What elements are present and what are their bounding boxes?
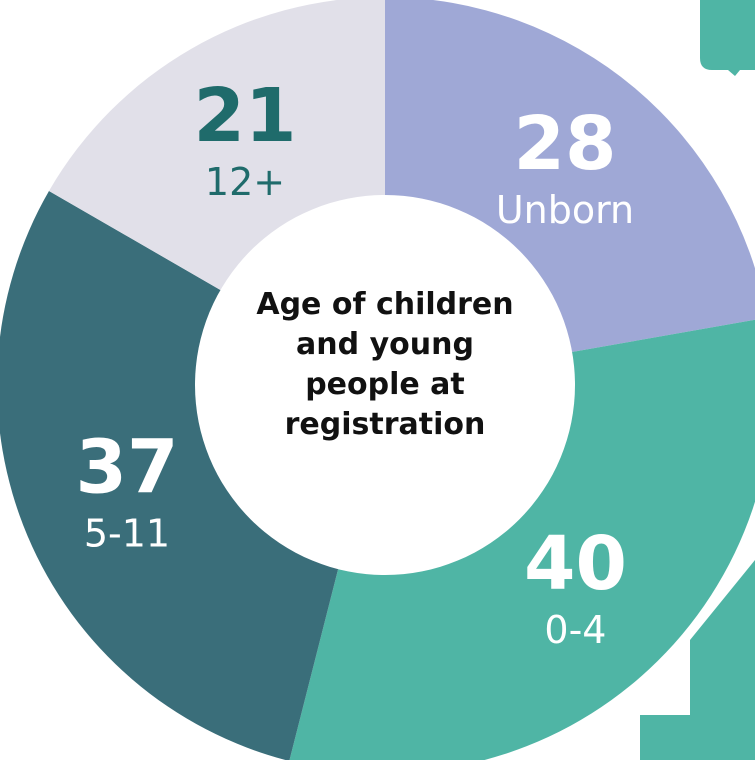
value-label: 28 bbox=[513, 101, 616, 187]
category-label: 12+ bbox=[205, 160, 285, 204]
chart-title: Age of children and young people at regi… bbox=[256, 287, 514, 442]
decor-shape bbox=[690, 560, 755, 760]
donut-hole bbox=[195, 195, 575, 575]
value-label: 21 bbox=[194, 73, 297, 159]
category-label: 5-11 bbox=[84, 511, 170, 555]
category-label: 0-4 bbox=[544, 608, 606, 652]
value-label: 40 bbox=[524, 521, 627, 607]
decor-block bbox=[640, 715, 700, 760]
category-label: Unborn bbox=[496, 188, 634, 232]
decor-bubble bbox=[700, 0, 755, 76]
value-label: 37 bbox=[75, 424, 178, 510]
